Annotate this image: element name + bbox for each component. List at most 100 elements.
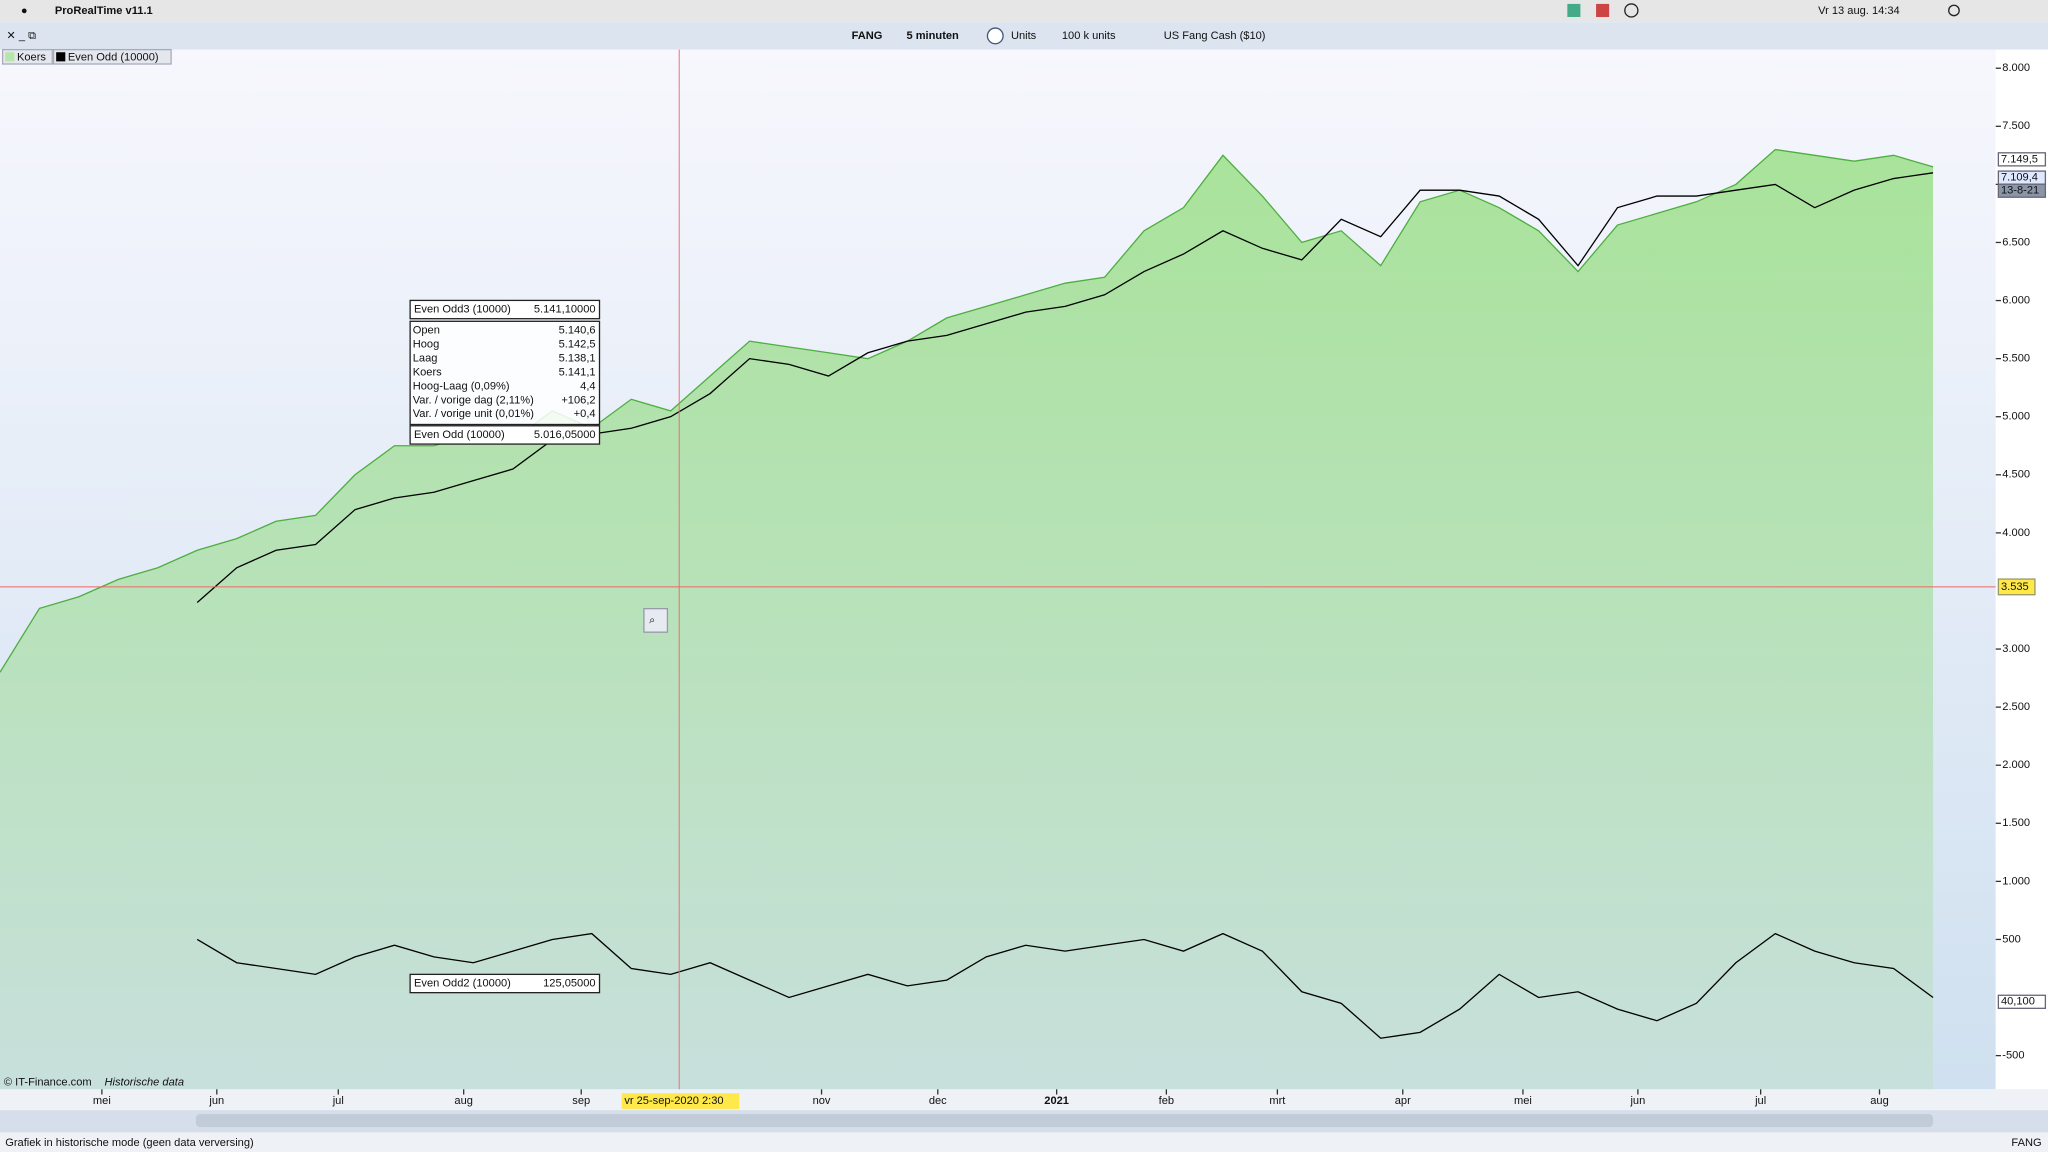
tooltip-title: Even Odd3 (10000)	[414, 303, 511, 315]
ticker[interactable]: FANG	[852, 30, 883, 42]
mode-label: Historische data	[104, 1077, 184, 1089]
x-tick-label: apr	[1395, 1095, 1411, 1107]
price-label-box	[1997, 994, 2047, 1009]
y-tick-label: 7.500	[2002, 120, 2030, 132]
x-tick-label: mei	[93, 1095, 111, 1107]
y-tick-label: 6.500	[2002, 236, 2030, 248]
tooltip-value: 5.138,1	[559, 352, 596, 364]
x-tick-label: mrt	[1269, 1095, 1285, 1107]
tooltip-label: Var. / vorige unit (0,01%)	[413, 408, 534, 420]
line	[196, 172, 1934, 604]
crosshair-price-box	[1997, 578, 2036, 596]
legend-swatch	[56, 52, 66, 62]
y-axis-area	[1995, 49, 2048, 1090]
interval[interactable]: 5 minuten	[906, 30, 959, 42]
legend-item	[52, 48, 172, 65]
status-text: Grafiek in historische mode (geen data v…	[5, 1137, 254, 1149]
tooltip-value: +106,2	[561, 394, 595, 406]
y-tick-label: 1.000	[2002, 875, 2030, 887]
line	[196, 932, 1934, 1039]
price-label: 40,100	[2001, 996, 2035, 1008]
line	[0, 148, 1934, 673]
status-icon[interactable]	[1596, 3, 1610, 17]
y-tick-label: -500	[2002, 1050, 2024, 1062]
app-name[interactable]: ProRealTime v11.1	[55, 5, 153, 17]
apple-icon[interactable]: ●	[21, 5, 28, 17]
search-icon[interactable]	[1948, 4, 1960, 17]
x-tick-label: feb	[1159, 1095, 1174, 1107]
instrument[interactable]: US Fang Cash ($10)	[1164, 30, 1266, 42]
y-tick-label: 4.000	[2002, 527, 2030, 539]
tooltip-value: 5.140,6	[559, 324, 596, 336]
price-label: 7.149,5	[2001, 153, 2038, 165]
tooltip-title-value: 5.141,10000	[534, 303, 596, 315]
tooltip-label: Koers	[413, 366, 442, 378]
size[interactable]: 100 k units	[1062, 30, 1116, 42]
price-label-box	[1997, 152, 2047, 167]
tooltip-value: 5.142,5	[559, 338, 596, 350]
close-button[interactable]: ✕ _ ⧉	[7, 30, 37, 42]
price-label-box	[1997, 183, 2047, 198]
mode[interactable]: Units	[1011, 30, 1037, 42]
tooltip-label: Laag	[413, 352, 438, 364]
symbol-link[interactable]: FANG	[2011, 1137, 2041, 1149]
y-tick-label: 8.000	[2002, 62, 2030, 74]
y-tick-label: 3.000	[2002, 643, 2030, 655]
y-tick-label: 5.500	[2002, 353, 2030, 365]
legend-item	[1, 48, 53, 65]
tooltip-series-value: 5.016,05000	[534, 429, 596, 441]
x-tick-label: aug	[454, 1095, 473, 1107]
tooltip-label: Var. / vorige dag (2,11%)	[413, 394, 534, 406]
x-tick-label: 2021	[1044, 1095, 1069, 1107]
clock-icon[interactable]	[986, 27, 1004, 45]
crosshair-date: vr 25-sep-2020 2:30	[624, 1095, 723, 1107]
zoom-icon[interactable]: ⌕	[649, 614, 655, 626]
clock: Vr 13 aug. 14:34	[1818, 5, 1900, 17]
status-icon[interactable]	[1624, 3, 1639, 18]
price-label: 7.109,4	[2001, 172, 2038, 184]
tooltip-label: Hoog	[413, 338, 440, 350]
x-tick-label: jul	[1754, 1095, 1766, 1107]
x-tick-label: jun	[208, 1095, 224, 1107]
tooltip-series2-box	[409, 973, 601, 994]
tooltip-series2: Even Odd2 (10000)	[414, 977, 511, 989]
y-tick-label: 1.500	[2002, 817, 2030, 829]
y-tick-label: 500	[2002, 933, 2021, 945]
x-tick-label: jun	[1629, 1095, 1645, 1107]
x-tick-label: aug	[1870, 1095, 1889, 1107]
legend-label: Even Odd (10000)	[68, 51, 159, 63]
scrollbar[interactable]	[195, 1114, 1934, 1128]
x-tick-label: jul	[332, 1095, 344, 1107]
legend-swatch	[5, 52, 15, 62]
copyright: © IT-Finance.com	[4, 1077, 92, 1089]
legend-label: Koers	[17, 51, 46, 63]
x-tick-label: sep	[572, 1095, 590, 1107]
tooltip-label: Hoog-Laag (0,09%)	[413, 380, 510, 392]
toolbar	[0, 22, 2048, 50]
menubar	[0, 0, 2048, 23]
tooltip-value: 5.141,1	[559, 366, 596, 378]
x-tick-label: mei	[1514, 1095, 1532, 1107]
x-tick-label: nov	[813, 1095, 831, 1107]
tooltip-value: 4,4	[580, 380, 595, 392]
y-tick-label: 5.000	[2002, 411, 2030, 423]
crosshair-price: 3.535	[2001, 581, 2029, 593]
tooltip-series-box	[409, 425, 601, 445]
y-tick-label: 2.000	[2002, 759, 2030, 771]
y-tick-label: 2.500	[2002, 701, 2030, 713]
tooltip-series2-value: 125,05000	[543, 977, 595, 989]
x-tick-label: dec	[929, 1095, 947, 1107]
price-label: 13-8-21	[2001, 185, 2039, 197]
zoom-button[interactable]	[643, 607, 669, 633]
area	[0, 149, 1934, 1090]
tooltip-value: +0,4	[574, 408, 596, 420]
crosshair-date-box	[621, 1093, 740, 1109]
tooltip-box	[409, 320, 601, 426]
tooltip-series: Even Odd (10000)	[414, 429, 505, 441]
status-icon[interactable]	[1567, 3, 1581, 17]
y-tick-label: 4.500	[2002, 469, 2030, 481]
tooltip-title-box	[409, 299, 601, 320]
y-tick-label: 6.000	[2002, 294, 2030, 306]
